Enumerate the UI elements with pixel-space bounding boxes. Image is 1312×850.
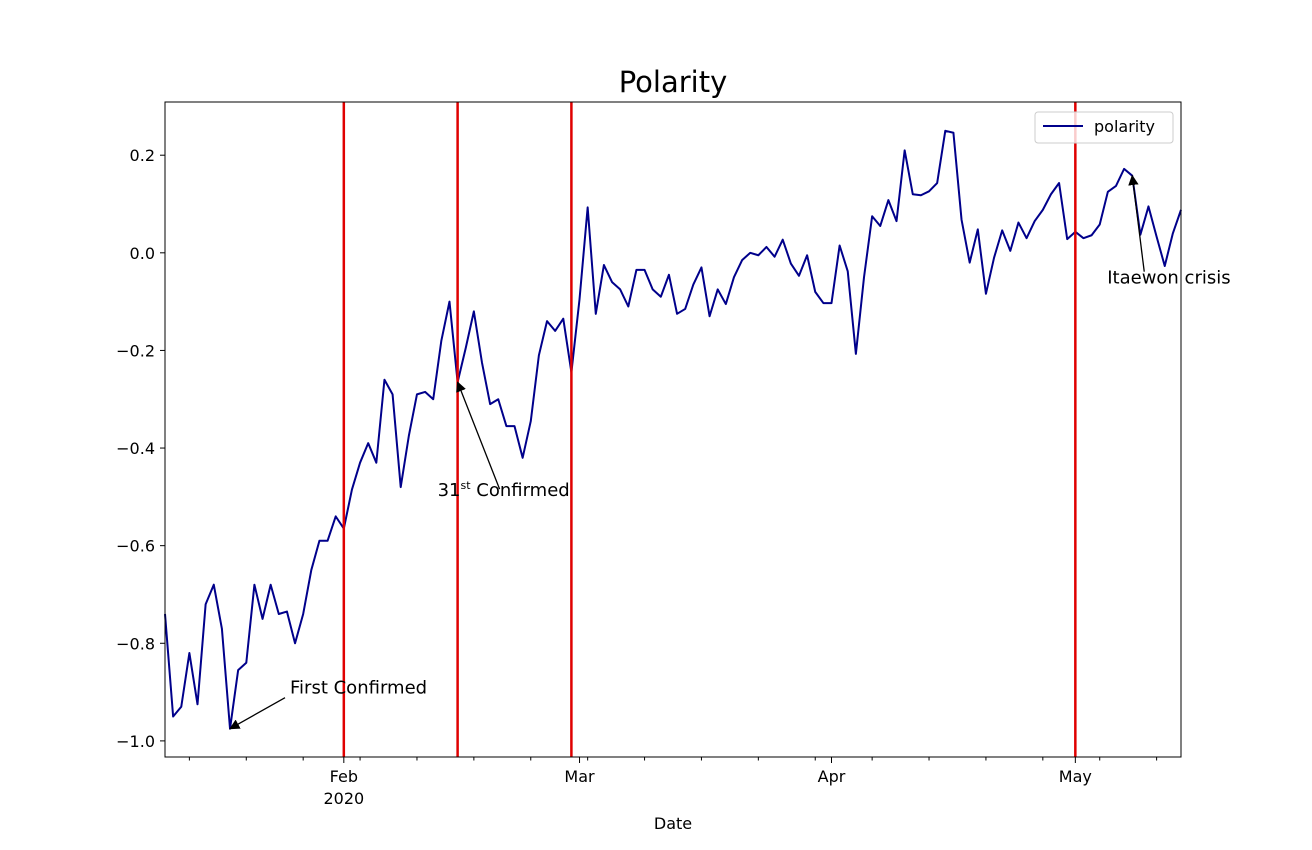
y-tick-label: −0.2 [116,341,155,360]
annotation-arrow [229,697,286,730]
annotation-text: First Confirmed [290,678,427,699]
axes-frame [164,101,1182,758]
annotation-text: Itaewon crisis [1107,268,1230,289]
annotation-text-part: 31 [438,480,461,501]
y-tick-label: −0.6 [116,537,155,556]
data-line [164,129,1182,730]
annotation-text-after: Confirmed [471,480,570,501]
x-tick-label: Mar [564,767,595,786]
x-tick-label: Apr [818,767,846,786]
x-tick-label: Feb [330,767,358,786]
y-tick-label: −0.4 [116,439,155,458]
legend-label: polarity [1094,117,1155,136]
annotation-superscript: st [461,479,472,492]
annotation-arrow [1128,174,1145,272]
legend: polarity [1034,111,1174,144]
chart-title: Polarity [619,65,728,99]
annotation-text-part: First Confirmed [290,678,427,699]
legend-box [1034,111,1174,144]
y-tick-label: 0.2 [130,146,155,165]
annotation-text-part: Itaewon crisis [1107,268,1230,289]
y-tick-label: −1.0 [116,732,155,751]
annotation-arrow [456,381,501,490]
annotation-text: 31st Confirmed [438,479,570,501]
y-tick-label: 0.0 [130,244,155,263]
x-tick-label: May [1059,767,1092,786]
y-tick-label: −0.8 [116,634,155,653]
x-year-label: 2020 [323,789,364,808]
x-axis-label: Date [654,814,692,833]
